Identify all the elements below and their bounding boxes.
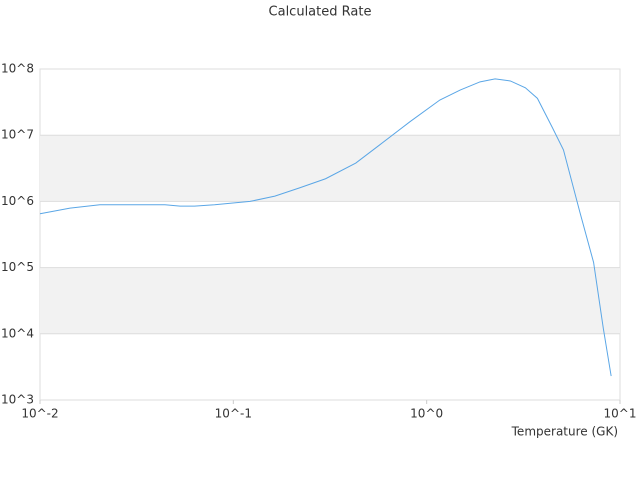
y-tick-label: 10^6	[1, 194, 34, 208]
data-line	[39, 78, 612, 377]
chart-title: Calculated Rate	[269, 5, 372, 20]
x-tick-label: 10^1	[604, 407, 637, 421]
plot-background	[39, 68, 621, 401]
y-tick-label: 10^5	[1, 260, 34, 274]
x-tick-label: 10^0	[410, 407, 443, 421]
x-axis-label: Temperature (GK)	[511, 425, 618, 439]
y-tick-label: 10^8	[1, 62, 34, 76]
grid-band	[40, 267, 620, 334]
x-tick-label: 10^-2	[21, 407, 58, 421]
y-tick-label: 10^4	[1, 326, 34, 340]
grid-band	[40, 135, 620, 202]
plot-area	[39, 68, 621, 401]
y-tick-label: 10^3	[1, 393, 34, 407]
x-tick-label: 10^-1	[215, 407, 252, 421]
y-tick-label: 10^7	[1, 128, 34, 142]
